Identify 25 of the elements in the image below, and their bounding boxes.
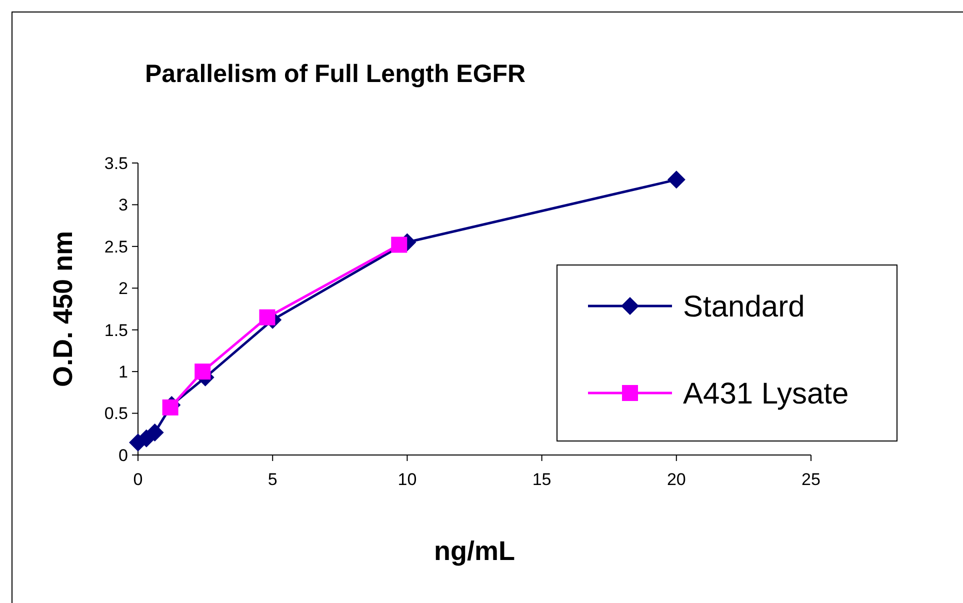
y-tick-label: 0.5 <box>104 404 128 424</box>
x-tick-label: 15 <box>532 470 552 489</box>
y-tick-label: 2.5 <box>104 237 128 256</box>
x-tick-label: 0 <box>133 470 143 489</box>
point <box>162 399 178 416</box>
point <box>259 309 276 326</box>
legend-label: Standard <box>683 290 805 324</box>
y-tick-label: 3 <box>118 196 128 215</box>
y-tick-label: 2 <box>118 279 128 298</box>
x-axis-title: ng/mL <box>434 536 515 566</box>
y-tick-label: 0 <box>118 446 128 465</box>
y-tick-label: 1.5 <box>104 320 128 340</box>
x-tick-label: 25 <box>802 470 820 489</box>
x-tick-label: 20 <box>666 470 686 489</box>
y-tick-label: 3.5 <box>104 154 128 173</box>
chart-title: Parallelism of Full Length EGFR <box>145 60 526 88</box>
legend-label: A431 Lysate <box>683 378 849 410</box>
y-tick-label: 1 <box>118 362 128 382</box>
point <box>667 170 686 189</box>
point <box>391 236 408 253</box>
x-tick-label: 10 <box>398 470 417 489</box>
point <box>146 423 164 442</box>
y-axis-title: O.D. 450 nm <box>48 230 78 388</box>
point <box>194 364 211 380</box>
x-tick-label: 5 <box>268 470 278 489</box>
